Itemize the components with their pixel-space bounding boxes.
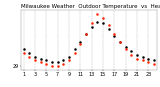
Text: Milwaukee Weather  Outdoor Temperature  vs  Heat Index  (24 Hours): Milwaukee Weather Outdoor Temperature vs…: [21, 4, 160, 9]
